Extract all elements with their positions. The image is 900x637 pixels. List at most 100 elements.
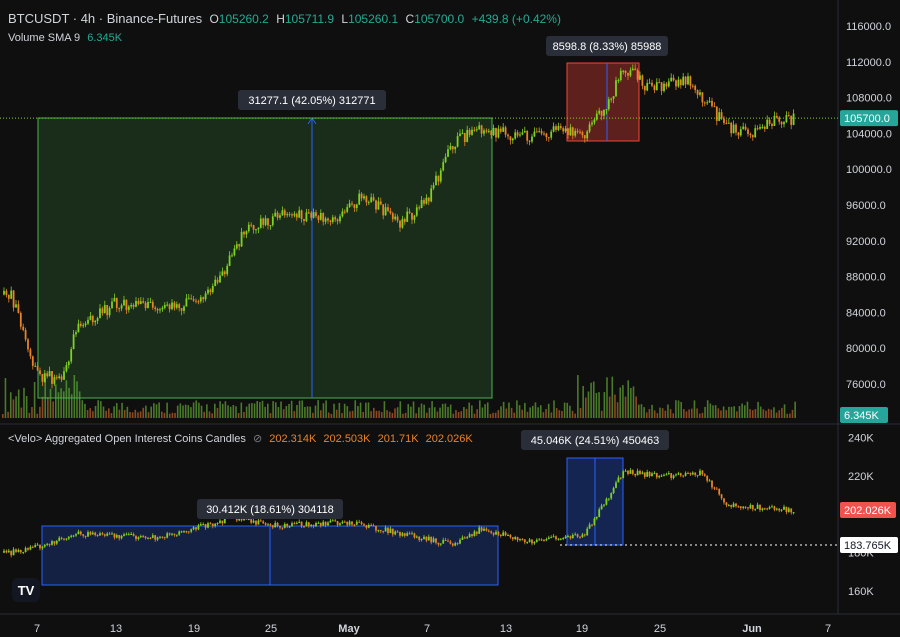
price-candle [295, 213, 298, 218]
volume-bar [190, 407, 192, 418]
volume-bar [357, 406, 359, 418]
oi-settings-icon[interactable]: ⊘ [252, 433, 263, 445]
oi-candle [528, 539, 531, 542]
volume-bar [518, 405, 521, 418]
price-candle [492, 127, 495, 135]
oi-candle [715, 488, 718, 490]
oi-candle [509, 534, 512, 538]
volume-bar [481, 407, 484, 418]
volume-bar [89, 408, 92, 418]
price-candle [583, 135, 586, 139]
oi-candle [631, 470, 634, 474]
volume-bar [49, 388, 52, 418]
oi-candle [291, 523, 293, 527]
price-tick-label: 100000.0 [846, 164, 892, 176]
oi-candle [504, 532, 507, 536]
price-candle [711, 100, 713, 107]
oi-candle [694, 472, 697, 475]
price-candle [499, 128, 502, 132]
oi-candle [286, 523, 289, 527]
volume-bar [251, 403, 253, 418]
price-candle [120, 305, 123, 309]
oi-candle [377, 530, 380, 532]
volume-bar [730, 406, 733, 418]
volume-bar [685, 411, 688, 418]
price-candle [94, 320, 97, 323]
volume-bar [767, 408, 770, 418]
volume-bar [502, 401, 505, 418]
price-candle [238, 244, 241, 247]
oi-candle [72, 535, 75, 537]
oi-candle [629, 470, 632, 474]
oi-candle [132, 534, 135, 536]
price-candle [113, 298, 116, 302]
price-candle [754, 128, 757, 138]
oi-candle [775, 508, 778, 510]
oi-candle [202, 524, 205, 526]
oi-candle [576, 534, 579, 537]
price-candle [535, 131, 538, 133]
volume-bar [452, 413, 455, 418]
oi-tick-label: 160K [848, 586, 874, 598]
volume-bar [407, 404, 410, 418]
volume-bar [235, 406, 237, 418]
price-candle [312, 212, 315, 218]
price-candle [713, 106, 716, 108]
oi-candle [31, 546, 34, 548]
oi-candle [475, 531, 478, 534]
price-candle [720, 112, 723, 119]
price-candle [228, 255, 231, 266]
price-candle [245, 231, 248, 235]
price-candle [564, 128, 567, 132]
price-candle [377, 201, 380, 210]
oi-candle [703, 474, 706, 476]
oi-candle [219, 520, 221, 523]
price-candle [231, 255, 233, 257]
time-tick-label: 19 [576, 623, 588, 635]
volume-bar [603, 392, 606, 418]
price-candle [790, 115, 793, 125]
price-candle [391, 213, 394, 220]
volume-bar [330, 413, 333, 418]
measure-box-price-big[interactable] [37, 117, 493, 399]
volume-bar [33, 381, 36, 418]
price-candle [521, 132, 524, 135]
volume-bar [441, 403, 444, 418]
oi-candle [79, 531, 82, 535]
price-candle [617, 80, 620, 82]
price-candle [540, 131, 543, 134]
price-candle [149, 301, 152, 303]
oi-candle [60, 537, 63, 539]
price-candle [60, 376, 63, 380]
price-candle [84, 323, 87, 326]
price-candle [751, 135, 754, 138]
price-candle [322, 212, 325, 222]
tradingview-logo[interactable]: TV [12, 578, 40, 602]
volume-bar [751, 410, 754, 418]
oi-candle [581, 534, 584, 538]
oi-legend-label[interactable]: <Velo> Aggregated Open Interest Coins Ca… [8, 433, 246, 445]
oi-candle [115, 535, 118, 538]
volume-bar [653, 410, 656, 418]
volume-bar [508, 402, 510, 418]
volume-bar [123, 410, 126, 418]
oi-candle [329, 520, 332, 523]
price-candle [3, 290, 5, 295]
volume-bar [171, 412, 174, 418]
volume-legend-label[interactable]: Volume SMA 9 [8, 32, 81, 44]
oi-candle [723, 498, 725, 503]
oi-candle [667, 473, 670, 475]
symbol-title[interactable]: BTCUSDT · 4h · Binance-Futures [8, 11, 203, 26]
measure-box-price-small[interactable] [566, 62, 640, 142]
volume-bar [619, 387, 622, 418]
oi-candle [67, 536, 70, 539]
oi-candle [451, 543, 454, 546]
price-tick-label: 92000.0 [846, 236, 886, 248]
oi-candle [624, 470, 627, 472]
price-candle [759, 127, 761, 129]
price-candle [87, 319, 89, 324]
volume-bar [669, 409, 672, 418]
volume-bar [460, 411, 463, 418]
oi-candle [648, 471, 651, 477]
